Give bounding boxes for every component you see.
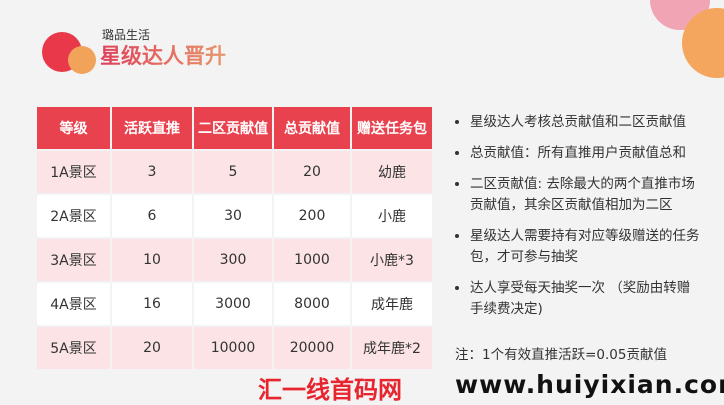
table-cell: 1000 bbox=[274, 239, 350, 281]
note-item: 二区贡献值: 去除最大的两个直推市场贡献值，其余区贡献值相加为二区 bbox=[470, 174, 702, 216]
table-cell: 10 bbox=[112, 239, 192, 281]
watermark-url: www.huiyixian.com bbox=[455, 370, 724, 399]
table-cell: 3 bbox=[112, 151, 192, 193]
table-cell: 8000 bbox=[274, 283, 350, 325]
note-item: 星级达人需要持有对应等级赠送的任务包，才可参与抽奖 bbox=[470, 226, 702, 268]
table-cell: 5A景区 bbox=[37, 327, 110, 369]
table-row: 5A景区 20 10000 20000 成年鹿*2 bbox=[37, 327, 432, 369]
column-header: 活跃直推 bbox=[112, 107, 192, 149]
table-cell: 1A景区 bbox=[37, 151, 110, 193]
column-header: 等级 bbox=[37, 107, 110, 149]
table-cell: 3A景区 bbox=[37, 239, 110, 281]
table-cell: 20 bbox=[274, 151, 350, 193]
table-header: 等级 活跃直推 二区贡献值 总贡献值 赠送任务包 bbox=[37, 107, 432, 149]
column-header: 总贡献值 bbox=[274, 107, 350, 149]
level-table: 等级 活跃直推 二区贡献值 总贡献值 赠送任务包 1A景区 3 5 20 幼鹿 2A景区 6 30 20… bbox=[35, 105, 434, 371]
table-cell: 5 bbox=[194, 151, 272, 193]
table-row: 1A景区 3 5 20 幼鹿 bbox=[37, 151, 432, 193]
table-cell: 10000 bbox=[194, 327, 272, 369]
logo-circle-orange bbox=[68, 46, 96, 74]
table-cell: 16 bbox=[112, 283, 192, 325]
table-cell: 幼鹿 bbox=[352, 151, 432, 193]
table-cell: 4A景区 bbox=[37, 283, 110, 325]
table-cell: 2A景区 bbox=[37, 195, 110, 237]
watermark-text: 汇一线首码网 bbox=[258, 376, 402, 404]
note-item: 星级达人考核总贡献值和二区贡献值 bbox=[470, 112, 702, 133]
table-cell: 20000 bbox=[274, 327, 350, 369]
footnote: 注：1个有效直推活跃=0.05贡献值 bbox=[455, 347, 667, 363]
page-title: 星级达人晋升 bbox=[100, 40, 226, 70]
table-row: 3A景区 10 300 1000 小鹿*3 bbox=[37, 239, 432, 281]
table-cell: 20 bbox=[112, 327, 192, 369]
table-cell: 成年鹿 bbox=[352, 283, 432, 325]
table-cell: 3000 bbox=[194, 283, 272, 325]
brand-name: 璐品生活 bbox=[102, 28, 151, 42]
table-cell: 小鹿 bbox=[352, 195, 432, 237]
table-cell: 300 bbox=[194, 239, 272, 281]
table-row: 4A景区 16 3000 8000 成年鹿 bbox=[37, 283, 432, 325]
note-item: 达人享受每天抽奖一次 （奖励由转赠手续费决定) bbox=[470, 278, 702, 320]
table-cell: 6 bbox=[112, 195, 192, 237]
table-cell: 30 bbox=[194, 195, 272, 237]
note-item: 总贡献值：所有直推用户贡献值总和 bbox=[470, 143, 702, 164]
column-header: 赠送任务包 bbox=[352, 107, 432, 149]
table-cell: 小鹿*3 bbox=[352, 239, 432, 281]
table-cell: 200 bbox=[274, 195, 350, 237]
table-cell: 成年鹿*2 bbox=[352, 327, 432, 369]
column-header: 二区贡献值 bbox=[194, 107, 272, 149]
notes-list: 星级达人考核总贡献值和二区贡献值总贡献值：所有直推用户贡献值总和二区贡献值: 去… bbox=[452, 112, 702, 330]
table-row: 2A景区 6 30 200 小鹿 bbox=[37, 195, 432, 237]
